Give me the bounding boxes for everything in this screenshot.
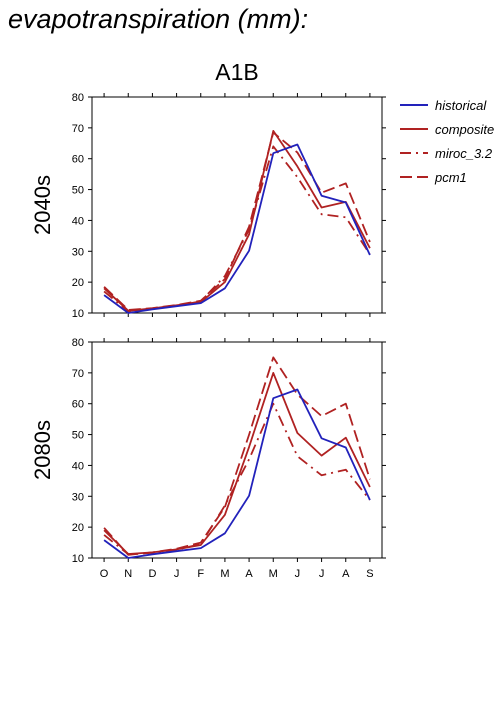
x-tick-label: S xyxy=(366,568,373,580)
series-line-pcm1 xyxy=(103,131,371,311)
y-tick-label: 60 xyxy=(72,154,84,166)
x-tick-label: D xyxy=(148,568,156,580)
y-tick-label: 20 xyxy=(72,522,84,534)
x-tick-label: A xyxy=(342,568,350,580)
x-tick-label: J xyxy=(174,568,180,580)
x-tick-label: F xyxy=(197,568,204,580)
plot-frame xyxy=(91,341,383,559)
x-tick-label: N xyxy=(124,568,132,580)
series-line-historical xyxy=(103,388,371,559)
series-line-composite xyxy=(103,129,371,312)
y-tick-label: 30 xyxy=(72,491,84,503)
x-tick-label: O xyxy=(100,568,109,580)
x-tick-label: A xyxy=(245,568,253,580)
panel-2040s: 10 20 30 40 50 60 70 80 2040s xyxy=(30,92,386,320)
x-tick-label: J xyxy=(295,568,301,580)
y-tick-label: 40 xyxy=(72,215,84,227)
panels: 10 20 30 40 50 60 70 80 2040s 10 20 30 40 50 60 70 80 O N D… xyxy=(30,92,386,580)
panel-2080s: 10 20 30 40 50 60 70 80 O N D J F M A M J J A S 2080s xyxy=(30,337,386,580)
y-tick-label: 20 xyxy=(72,277,84,289)
legend: historical composite miroc_3.2 pcm1 xyxy=(400,98,494,185)
series-line-historical xyxy=(103,143,371,314)
y-tick-label: 70 xyxy=(72,368,84,380)
y-tick-label: 80 xyxy=(72,92,84,104)
legend-label: miroc_3.2 xyxy=(435,146,493,161)
y-tick-label: 50 xyxy=(72,430,84,442)
series-line-miroc-3-2 xyxy=(103,145,371,313)
y-tick-label: 10 xyxy=(72,553,84,565)
legend-label: historical xyxy=(435,98,487,113)
y-tick-label: 10 xyxy=(72,308,84,320)
legend-label: pcm1 xyxy=(434,170,467,185)
x-tick-label: M xyxy=(220,568,229,580)
period-label: 2040s xyxy=(30,175,55,235)
y-tick-label: 30 xyxy=(72,246,84,258)
page-title: evapotranspiration (mm): xyxy=(8,4,309,34)
series-line-pcm1 xyxy=(103,356,371,556)
x-tick-label: M xyxy=(269,568,278,580)
plot-frame xyxy=(91,96,383,314)
y-tick-label: 60 xyxy=(72,399,84,411)
period-label: 2080s xyxy=(30,420,55,480)
y-tick-label: 70 xyxy=(72,123,84,135)
scenario-label: A1B xyxy=(215,59,258,85)
x-tick-label: J xyxy=(319,568,325,580)
y-tick-label: 50 xyxy=(72,185,84,197)
y-tick-label: 80 xyxy=(72,337,84,349)
legend-label: composite xyxy=(435,122,494,137)
y-tick-label: 40 xyxy=(72,460,84,472)
series-line-composite xyxy=(103,371,371,555)
